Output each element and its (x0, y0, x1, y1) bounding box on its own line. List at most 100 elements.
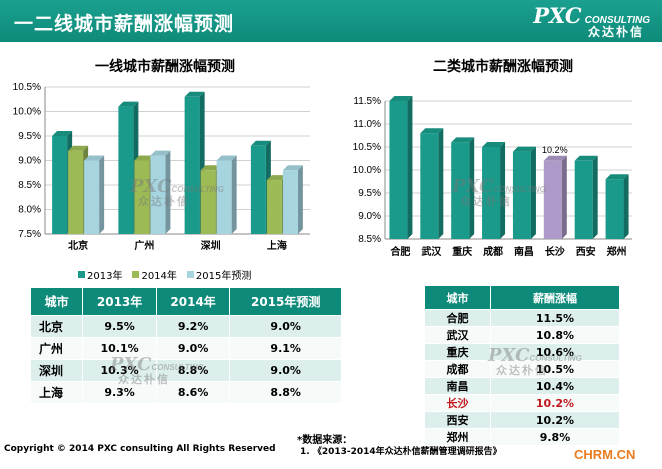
table-cell: 10.3% (82, 359, 157, 382)
table-cell: 武汉 (424, 326, 491, 344)
table-header-row: 城市 薪酬涨幅 (424, 285, 621, 310)
legend-swatch (78, 271, 85, 278)
x-tick-label: 北京 (68, 239, 88, 252)
table-row: 北京 9.5% 9.2% 9.0% (29, 315, 342, 338)
site-watermark: CHRM.CN (574, 447, 636, 462)
table-cell: 9.2% (155, 315, 231, 338)
bar-2015年预测-side (297, 165, 303, 234)
brand-cn: 众达朴信 (587, 25, 644, 39)
table-header-row: 城市 2013年 2014年 2015年预测 (29, 287, 342, 316)
table-header-cell: 2014年 (155, 287, 231, 316)
x-tick-label: 成都 (483, 245, 503, 258)
bar-南昌-side (530, 146, 536, 239)
table-cell: 成都 (424, 360, 491, 378)
table-cell: 9.3% (82, 381, 157, 404)
bar-长沙-top (543, 155, 567, 161)
bar-2014年 (134, 160, 150, 234)
table-row-highlight: 长沙 10.2% (424, 394, 621, 412)
bar-成都 (482, 147, 501, 239)
bar-2013年-top (184, 91, 205, 97)
legend-item-2013: 2013年 (78, 267, 122, 282)
bar-2013年 (52, 136, 68, 234)
table-cell: 合肥 (424, 309, 491, 327)
bar-郑州-top (605, 174, 629, 180)
y-tick-label: 9.0% (18, 156, 41, 167)
bar-2014年-top (68, 145, 89, 151)
table-row: 重庆 10.6% (424, 343, 621, 361)
second-tier-table: 城市 薪酬涨幅 合肥 11.5% 武汉 10.8% 重庆 10.6% 成都 10.5% … (424, 285, 621, 446)
table-header-cell: 城市 (29, 287, 84, 316)
bar-2013年 (184, 96, 200, 234)
bar-2015年预测 (84, 160, 100, 234)
bar-武汉 (420, 133, 439, 239)
legend-swatch (186, 271, 194, 278)
table-row: 成都 10.5% (424, 360, 621, 378)
bar-成都-side (500, 142, 506, 239)
legend-item-2015: 2015年预测 (186, 267, 252, 282)
y-tick-label: 9.0% (358, 211, 381, 222)
y-tick-label: 8.0% (18, 205, 41, 216)
y-tick-label: 10.0% (353, 165, 381, 176)
y-tick-label: 11.0% (353, 119, 381, 130)
bar-重庆 (451, 142, 470, 239)
x-tick-label: 郑州 (607, 245, 627, 258)
y-tick-label: 11.5% (353, 96, 381, 107)
bar-西安-side (592, 155, 598, 239)
table-cell: 10.8% (489, 326, 621, 344)
table-cell: 11.5% (489, 309, 621, 327)
table-cell: 10.2% (489, 394, 621, 412)
brand-sub: CONSULTING (584, 15, 650, 26)
bar-郑州-side (623, 174, 629, 239)
y-tick-label: 8.5% (358, 234, 381, 245)
bar-2015年预测-top (150, 150, 171, 156)
bar-2015年预测-top (84, 155, 105, 161)
table-row: 郑州 9.8% (424, 428, 621, 446)
table-row: 上海 9.3% 8.6% 8.8% (29, 381, 342, 404)
x-tick-label: 重庆 (452, 245, 472, 258)
bar-西安 (574, 160, 593, 239)
bar-郑州 (605, 179, 624, 239)
bar-2013年 (250, 145, 266, 234)
brand-logo: PXC CONSULTING 众达朴信 (500, 3, 650, 39)
x-tick-label: 深圳 (201, 239, 221, 252)
table-cell: 10.6% (489, 343, 621, 361)
table-cell: 9.0% (229, 359, 342, 382)
x-tick-label: 广州 (134, 239, 154, 252)
y-tick-label: 10.5% (13, 82, 41, 93)
table-row: 西安 10.2% (424, 411, 621, 429)
table-row: 深圳 10.3% 8.8% 9.0% (29, 359, 342, 382)
y-tick-label: 10.5% (353, 142, 381, 153)
chart1-title: 一线城市薪酬涨幅预测 (95, 59, 235, 75)
bar-长沙-side (561, 155, 567, 239)
chart2-title: 二类城市薪酬涨幅预测 (433, 59, 573, 75)
table-cell: 8.8% (155, 359, 231, 382)
table-cell: 广州 (29, 337, 84, 360)
legend-label: 2014年 (141, 271, 177, 282)
table-cell: 9.0% (155, 337, 231, 360)
table-cell: 北京 (29, 315, 84, 338)
table-row: 武汉 10.8% (424, 326, 621, 344)
bar-武汉-top (420, 128, 444, 134)
bar-西安-top (574, 155, 598, 161)
y-tick-label: 10.0% (13, 107, 41, 118)
table-cell: 9.1% (229, 337, 342, 360)
table-cell: 9.5% (82, 315, 157, 338)
legend-label: 2015年预测 (195, 271, 252, 282)
bar-长沙 (543, 160, 562, 239)
y-tick-label: 8.5% (18, 180, 41, 191)
bar-2013年 (118, 106, 134, 234)
table-header-cell: 2015年预测 (229, 287, 342, 316)
table-cell: 10.2% (489, 411, 621, 429)
bar-2014年 (68, 150, 84, 234)
table-row: 广州 10.1% 9.0% 9.1% (29, 337, 342, 360)
bar-2015年预测 (216, 160, 232, 234)
bar-2013年-top (118, 101, 139, 107)
bar-合肥 (389, 101, 408, 239)
source-text: 1. 《2013-2014年众达朴信薪酬管理调研报告》 (300, 447, 502, 457)
bar-重庆-side (469, 137, 475, 239)
bar-2015年预测 (150, 155, 166, 234)
table-cell: 郑州 (424, 428, 491, 446)
table-cell: 深圳 (29, 359, 84, 382)
x-tick-label: 西安 (576, 245, 596, 258)
